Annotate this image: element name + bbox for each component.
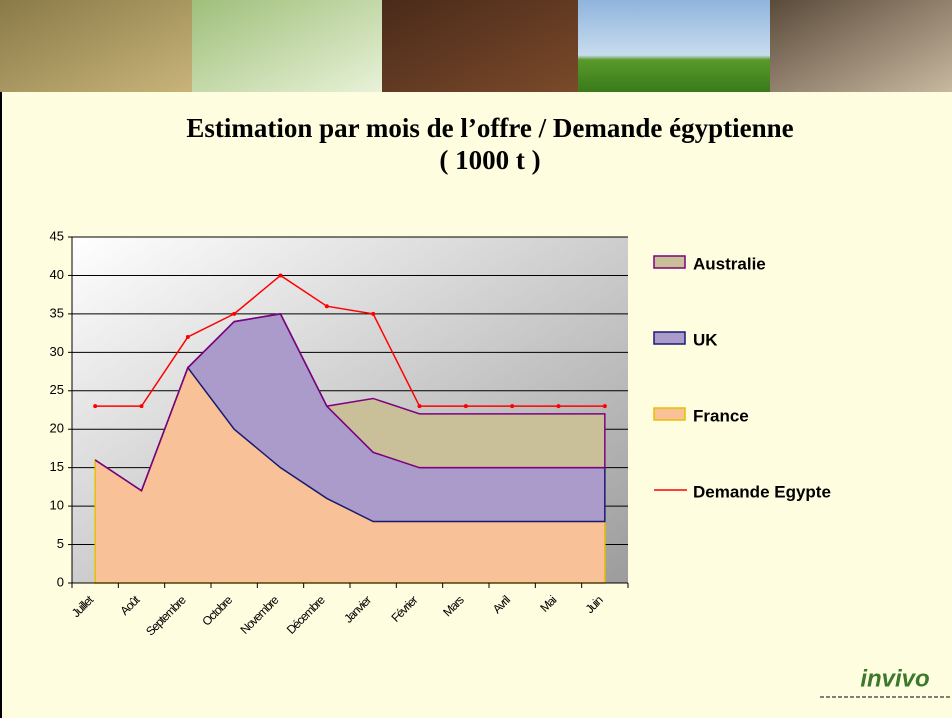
y-tick-label: 35 [50,305,64,320]
line-point [417,404,422,409]
x-tick-label: Août [117,592,143,618]
x-tick-label: Septembre [143,593,189,639]
line-point [556,404,561,409]
line-point [232,311,237,316]
banner [0,0,952,92]
line-point [510,404,515,409]
legend-swatch [653,255,686,269]
line-point [278,273,283,278]
y-tick-label: 0 [57,574,64,589]
y-tick-label: 45 [50,228,64,243]
line-point [185,334,190,339]
x-tick-label: Février [389,593,421,625]
y-tick-label: 25 [50,382,64,397]
y-tick-label: 20 [50,421,64,436]
line-point [602,404,607,409]
y-tick-label: 10 [50,498,64,513]
line-point [93,404,98,409]
area [94,313,606,492]
chart-subtitle: ( 1000 t ) [439,145,540,175]
x-tick-label: Juillet [69,592,97,620]
line-point [324,304,329,309]
legend-label: France [693,406,749,425]
line-point [371,311,376,316]
x-tick-label: Octobre [199,593,235,629]
legend-label: UK [693,330,718,349]
logo: invivo [860,665,929,692]
legend-label: Demande Egypte [693,482,831,501]
line-point [139,404,144,409]
legend-swatch [653,407,686,421]
x-tick-label: Janvier [341,593,374,626]
y-tick-label: 5 [57,536,64,551]
x-tick-label: Décembre [284,593,328,637]
x-tick-label: Mars [440,593,467,620]
x-tick-label: Mai [537,593,559,615]
x-tick-label: Novembre [237,593,281,637]
x-tick-label: Juin [583,593,606,616]
legend-label: Australie [693,254,766,273]
chart-title: Estimation par mois de l’offre / Demande… [186,113,793,143]
y-tick-label: 40 [50,267,64,282]
line-point [463,404,468,409]
y-tick-label: 15 [50,459,64,474]
x-tick-label: Avril [490,593,513,616]
y-tick-label: 30 [50,344,64,359]
legend-swatch [653,331,686,345]
line [95,274,605,407]
